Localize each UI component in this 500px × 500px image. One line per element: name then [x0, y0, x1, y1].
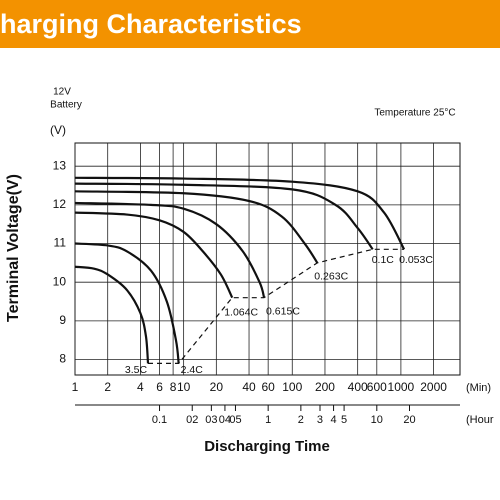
header-bar — [0, 0, 500, 48]
x2-tick-label: 2 — [298, 414, 304, 426]
y-axis-title: Terminal Voltage(V) — [5, 174, 22, 322]
y-tick-label: 11 — [54, 236, 67, 250]
x-unit: (Min) — [466, 382, 491, 394]
series-label: 3.5C — [125, 364, 148, 376]
series-label: 0.1C — [372, 254, 395, 266]
x-tick-label: 10 — [177, 380, 191, 394]
series-label: 0.053C — [399, 254, 433, 266]
y-tick-label: 9 — [59, 313, 66, 327]
x2-tick-label: 4 — [331, 414, 337, 426]
series-label: 1.064C — [224, 306, 258, 318]
unit-label: (V) — [50, 123, 66, 137]
discharge-curve — [74, 182, 374, 250]
x2-tick-label: 03 — [205, 414, 217, 426]
x2-tick-label: 1 — [265, 414, 271, 426]
battery-label: 12V — [53, 87, 71, 98]
discharge-curve — [74, 242, 180, 364]
x2-tick-label: 5 — [341, 414, 347, 426]
x2-tick-label: 05 — [229, 414, 241, 426]
series-label: 2.4C — [181, 364, 204, 376]
x2-tick-label: 10 — [371, 414, 383, 426]
x-tick-label: 2000 — [420, 380, 447, 394]
x-tick-label: 2 — [104, 380, 111, 394]
x-tick-label: 4 — [137, 380, 144, 394]
discharge-curve — [74, 176, 406, 250]
x2-unit: (Hour — [466, 414, 494, 426]
x-axis-title: Discharging Time — [204, 438, 330, 455]
x-tick-label: 6 — [156, 380, 163, 394]
battery-label: Battery — [50, 100, 82, 111]
x-tick-label: 200 — [315, 380, 335, 394]
x2-tick-label: 02 — [186, 414, 198, 426]
series-label: 0.615C — [266, 305, 300, 317]
x-tick-label: 20 — [210, 380, 224, 394]
x-tick-label: 600 — [367, 380, 387, 394]
x-tick-label: 40 — [242, 380, 256, 394]
header-title: harging Characteristics — [0, 9, 302, 39]
x-tick-label: 1000 — [388, 380, 415, 394]
discharge-curve — [74, 211, 234, 299]
x2-tick-label: 3 — [317, 414, 323, 426]
x-tick-label: 100 — [282, 380, 302, 394]
series-label: 0.263C — [314, 271, 348, 283]
x-tick-label: 60 — [261, 380, 275, 394]
x2-tick-label: 20 — [403, 414, 415, 426]
discharge-curve — [74, 190, 319, 264]
annotation: Temperature 25°C — [374, 108, 455, 119]
x-tick-label: 400 — [348, 380, 368, 394]
y-tick-label: 13 — [53, 158, 67, 172]
x-tick-label: 1 — [72, 380, 79, 394]
x2-tick-label: 04 — [219, 414, 231, 426]
y-tick-label: 8 — [59, 352, 66, 366]
x2-tick-label: 0.1 — [152, 414, 167, 426]
y-tick-label: 10 — [53, 274, 67, 288]
x-tick-label: 8 — [170, 380, 177, 394]
y-tick-label: 12 — [53, 197, 67, 211]
discharge-curve — [74, 201, 266, 298]
discharge-curve — [74, 265, 150, 364]
